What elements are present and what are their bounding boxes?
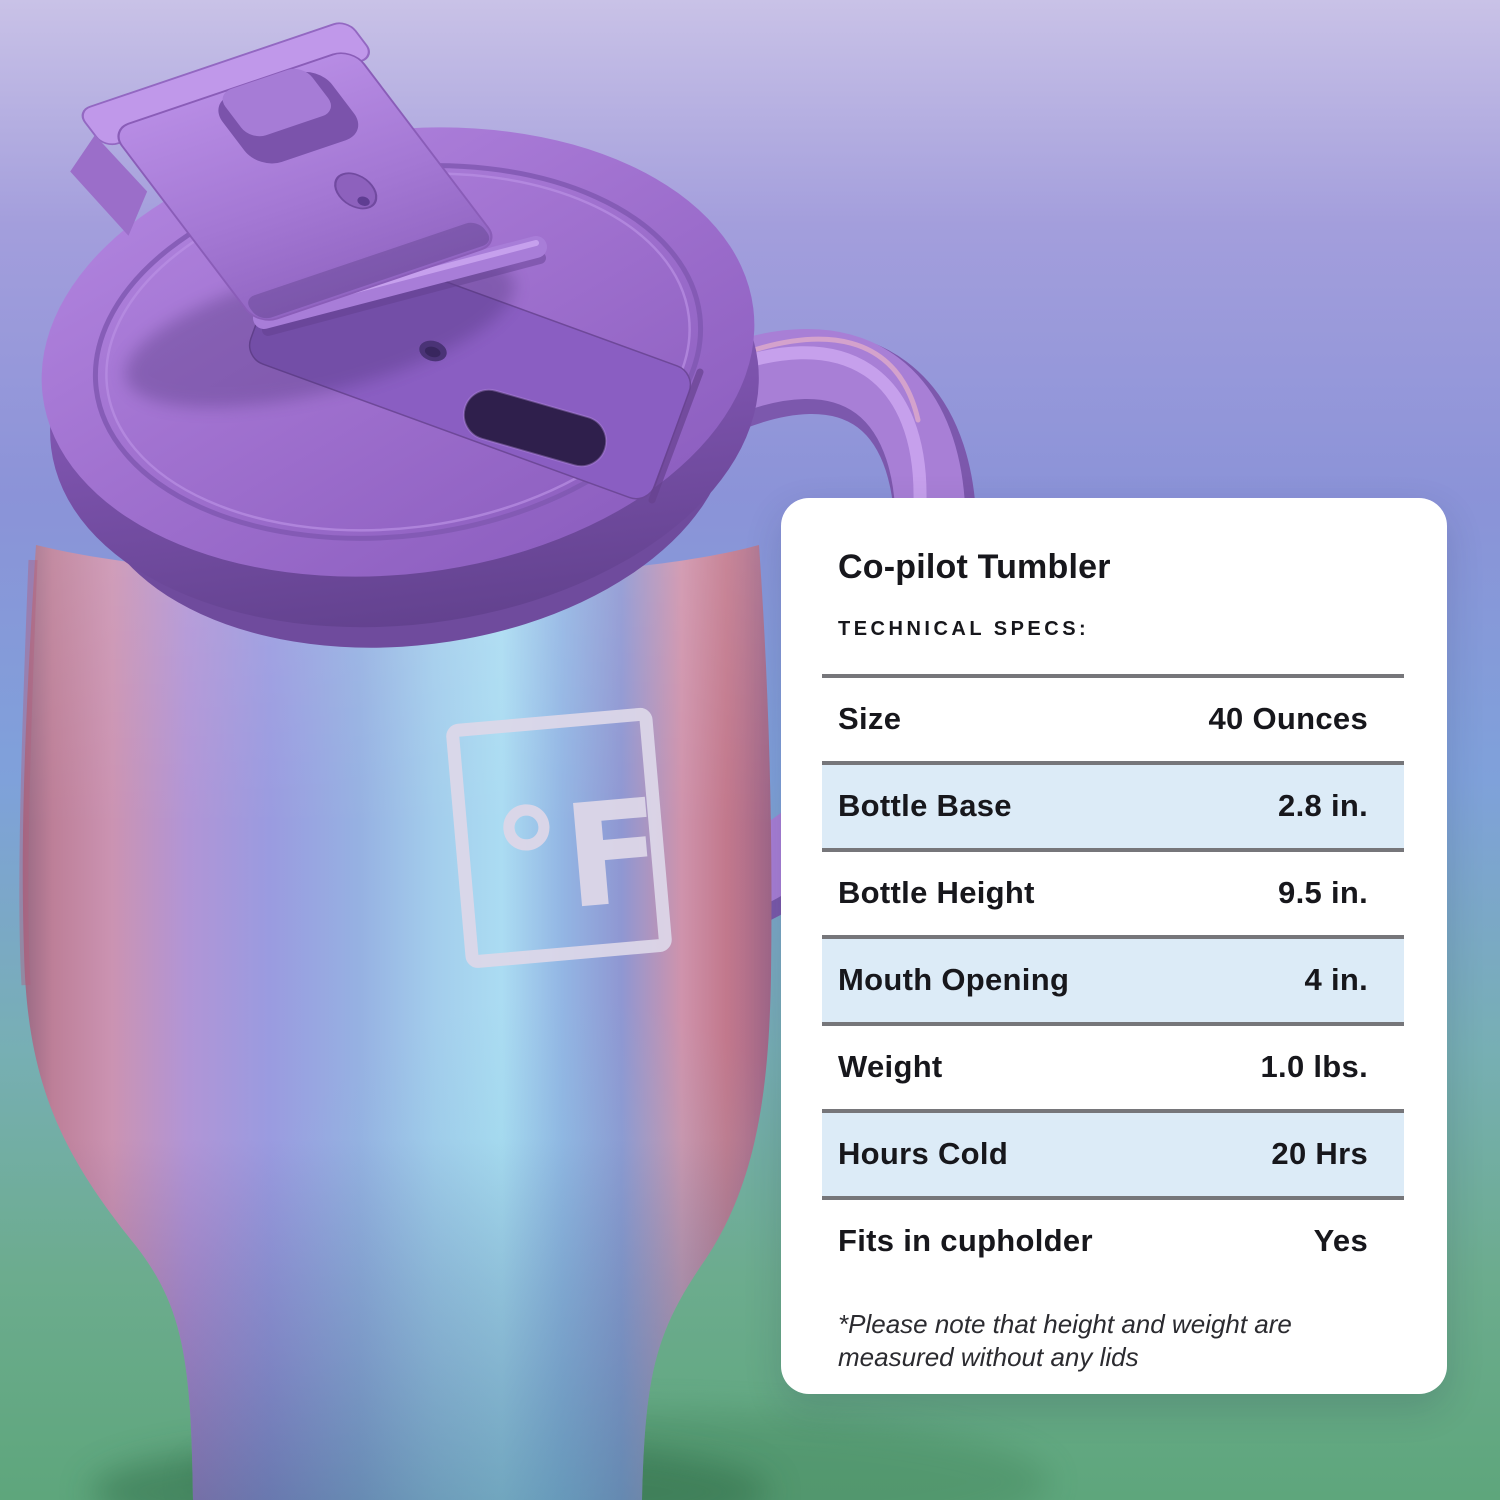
spec-row-hours-cold: Hours Cold 20 Hrs	[822, 1108, 1404, 1196]
spec-row-size: Size 40 Ounces	[822, 678, 1404, 761]
spec-row-mouth-opening: Mouth Opening 4 in.	[822, 934, 1404, 1022]
spec-label: Bottle Base	[838, 788, 1012, 824]
spec-table: Size 40 Ounces Bottle Base 2.8 in. Bottl…	[822, 678, 1404, 1283]
logo-degree-f-text: °F	[487, 768, 669, 947]
spec-row-bottle-height: Bottle Height 9.5 in.	[822, 847, 1404, 935]
spec-label: Bottle Height	[838, 875, 1035, 911]
spec-row-weight: Weight 1.0 lbs.	[822, 1021, 1404, 1109]
footnote: *Please note that height and weight are …	[838, 1308, 1292, 1372]
brand-logo: °F	[446, 707, 672, 968]
product-title: Co-pilot Tumbler	[838, 548, 1111, 586]
spec-value: 40 Ounces	[1208, 701, 1368, 737]
section-label: TECHNICAL SPECS:	[838, 617, 1090, 640]
spec-label: Fits in cupholder	[838, 1223, 1093, 1259]
spec-label: Hours Cold	[838, 1136, 1009, 1172]
spec-card: Co-pilot Tumbler TECHNICAL SPECS: Size 4…	[781, 498, 1447, 1394]
logo-frame-icon	[446, 707, 672, 968]
spec-value: 2.8 in.	[1278, 788, 1368, 824]
spec-label: Mouth Opening	[838, 962, 1070, 998]
flap-face	[117, 52, 493, 321]
divider	[822, 673, 1404, 678]
spec-label: Weight	[838, 1049, 943, 1085]
spec-value: Yes	[1313, 1223, 1368, 1259]
spec-row-bottle-base: Bottle Base 2.8 in.	[822, 760, 1404, 848]
spec-value: 4 in.	[1304, 962, 1368, 998]
spec-row-fits-in-cupholder: Fits in cupholder Yes	[822, 1195, 1404, 1283]
tumbler-body	[19, 545, 772, 1500]
spec-value: 20 Hrs	[1271, 1136, 1368, 1172]
flap-left-flange	[70, 135, 148, 236]
spec-value: 1.0 lbs.	[1260, 1049, 1368, 1085]
lid-slider-flap	[70, 22, 493, 321]
spec-value: 9.5 in.	[1278, 875, 1368, 911]
lid-drink-opening	[462, 388, 608, 468]
spec-label: Size	[838, 701, 902, 737]
lid-vent-hole	[419, 340, 447, 362]
